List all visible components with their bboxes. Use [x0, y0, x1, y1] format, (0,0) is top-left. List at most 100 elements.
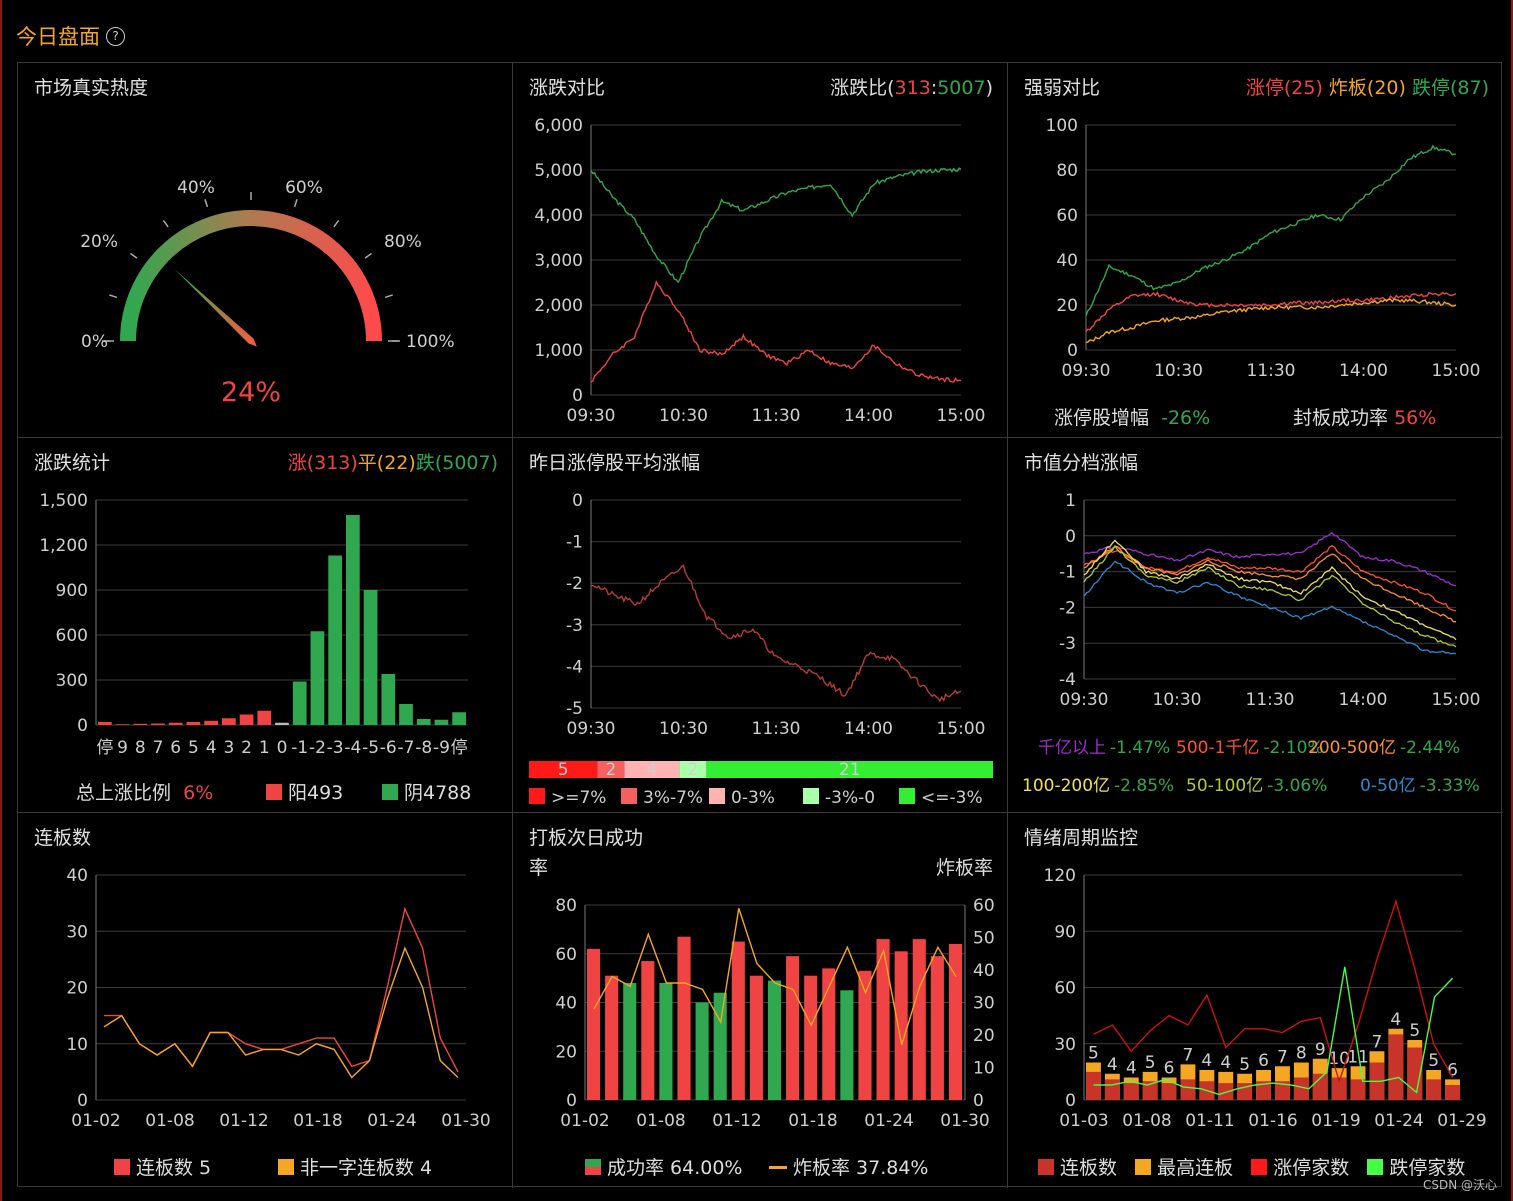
bar	[275, 722, 289, 725]
ratio-prefix: 涨跌比(	[830, 77, 895, 99]
x-tick-label: 15:00	[1432, 361, 1481, 381]
series-line	[1083, 545, 1456, 623]
nonyz-swatch	[278, 1159, 294, 1175]
lianban-bar	[1123, 1083, 1139, 1100]
yang-label: 阳493	[288, 782, 344, 804]
panel-mcap: 市值分档涨幅 -4 -3 -2 -1 0 1 09:30 10:30 11:30 14:00 15:…	[1008, 438, 1503, 813]
gauge-tick	[293, 199, 298, 208]
ratio-segment-label: 4	[646, 760, 657, 780]
x-tick-label: 01-24	[864, 1111, 913, 1131]
bar-value-label: 4	[1390, 1010, 1401, 1030]
y-tick-label: 6,000	[534, 116, 583, 136]
bar	[168, 722, 183, 725]
bar-value-label: 5	[1145, 1053, 1156, 1073]
ratio-segment-label: 2	[687, 760, 698, 780]
panel-title: 涨跌对比	[529, 77, 606, 99]
panel-strength: 强弱对比 涨停(25) 炸板(20) 跌停(87) 0 20 40 60 80 100 09…	[1008, 63, 1503, 438]
seal-rate-value: 56%	[1394, 407, 1437, 429]
mcap-legend-name: 0-50亿	[1360, 776, 1416, 796]
bar	[328, 555, 342, 725]
x-tick-label: -1	[291, 738, 308, 758]
panel-title: 情绪周期监控	[1024, 827, 1139, 849]
x-tick-label: 01-12	[219, 1111, 268, 1131]
series-line	[590, 564, 962, 703]
x-tick-label: 1	[259, 738, 270, 758]
mcap-legend-value: -2.44%	[1400, 738, 1460, 758]
lianban-bar	[1256, 1081, 1271, 1100]
panel-title: 昨日涨停股平均涨幅	[529, 452, 701, 474]
legend-label: 0-3%	[731, 788, 775, 808]
bar	[133, 723, 148, 725]
y2-tick-label: 60	[973, 896, 995, 916]
y-tick-label: 60	[1054, 979, 1076, 999]
x-tick-label: 01-12	[712, 1111, 761, 1131]
x-tick-label: 01-19	[1311, 1111, 1360, 1131]
x-tick-label: 14:00	[1339, 361, 1388, 381]
ping-count: 平(22)	[357, 452, 416, 474]
bar	[840, 990, 854, 1100]
x-tick-label: 7	[153, 738, 164, 758]
gauge-tick	[333, 220, 340, 228]
seal-rate: 封板成功率 56%	[1293, 403, 1436, 430]
bar	[416, 719, 431, 725]
x-tick-label: 3	[223, 738, 234, 758]
help-icon[interactable]: ?	[106, 26, 125, 46]
bar	[98, 722, 112, 725]
legend-label: <=-3%	[921, 788, 983, 808]
bar-value-label: 4	[1107, 1055, 1118, 1075]
x-tick-label: -6	[380, 738, 397, 758]
lianban-bar	[1407, 1047, 1423, 1100]
series-line	[104, 906, 459, 1073]
ratio-segment	[706, 761, 993, 778]
success-legend: 成功率 64.00%	[585, 1153, 743, 1180]
bar	[786, 956, 800, 1100]
y-tick-label: 5,000	[534, 161, 583, 181]
updown-ratio: 涨跌比(313:5007)	[830, 73, 993, 100]
bar	[731, 941, 745, 1100]
legend-swatch	[899, 788, 915, 804]
x-tick-label: 01-24	[1374, 1111, 1423, 1131]
y2-tick-label: 0	[973, 1091, 984, 1111]
panel-yday-zt: 昨日涨停股平均涨幅 -5 -4 -3 -2 -1 0 09:30 10:30 11:30 14:0…	[513, 438, 1008, 813]
x-tick-label: 14:00	[844, 719, 893, 739]
legend-swatch	[709, 788, 725, 804]
lianban-bar	[1350, 1079, 1366, 1100]
dt-swatch	[1367, 1159, 1384, 1175]
zhaban-swatch	[769, 1166, 787, 1169]
y-tick-label: 2,000	[534, 296, 583, 316]
total-up-label: 总上涨比例	[76, 782, 172, 804]
series-line	[103, 946, 459, 1079]
lianban-legend: 连板数 5	[114, 1153, 211, 1180]
bar	[239, 714, 254, 725]
panel-updown-compare: 涨跌对比 涨跌比(313:5007) 0 1,000 2,000 3,000 4,000…	[513, 63, 1008, 438]
gauge-tick-label: 80%	[384, 232, 422, 252]
y-tick-label: 300	[56, 671, 88, 691]
bar	[434, 719, 449, 725]
series-line	[1083, 544, 1457, 648]
updown-counts: 涨(313)平(22)跌(5007)	[288, 448, 498, 475]
panel-daban: 打板次日成功 率 炸板率 0 20 40 60 80 01-02 01-08 01-12 01-…	[513, 813, 1008, 1188]
series-line	[1083, 539, 1457, 641]
series-line	[1085, 144, 1457, 316]
yin-swatch	[382, 784, 398, 800]
x-tick-label: -8	[415, 738, 432, 758]
nonyz-legend: 非一字连板数 4	[278, 1153, 432, 1180]
series-line	[1083, 560, 1457, 655]
ratio-down: 5007	[937, 77, 986, 99]
y-tick-label: -4	[1059, 670, 1076, 690]
bar-value-label: 6	[1258, 1051, 1269, 1071]
lianban-legend-label: 连板数 5	[136, 1157, 212, 1179]
bar	[204, 720, 218, 725]
y-tick-label: -1	[566, 533, 583, 553]
zhang-count: 涨(313)	[287, 452, 358, 474]
ratio-suffix: )	[985, 77, 993, 99]
y-tick-label: 20	[1056, 296, 1078, 316]
strength-line-chart: 0 20 40 60 80 100 09:30 10:30 11:30 14:00 15:00	[1046, 116, 1481, 381]
y-tick-label: 900	[56, 581, 88, 601]
lianban-bar	[1331, 1077, 1347, 1100]
bar-value-label: 5	[1428, 1051, 1439, 1071]
bar-value-label: 11	[1347, 1047, 1369, 1067]
bar	[767, 980, 782, 1100]
x-tick-label: 10:30	[659, 406, 708, 426]
